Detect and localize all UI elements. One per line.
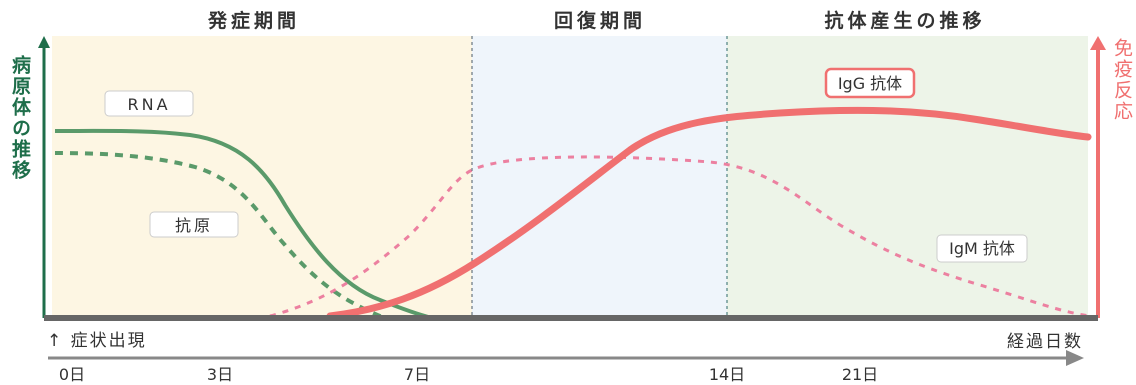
tick-day-21: 21日 <box>842 365 878 384</box>
rna-label: RNA <box>127 95 170 114</box>
tick-day-0: 0日 <box>59 365 85 384</box>
tick-day-7: 7日 <box>404 365 430 384</box>
phase-title-recovery: 回復期間 <box>554 9 646 32</box>
onset-period-background <box>52 36 472 318</box>
antigen-label-box <box>149 211 239 238</box>
time-axis-arrowhead <box>1066 350 1084 366</box>
tick-day-14: 14日 <box>709 365 745 384</box>
igm-label-box <box>936 234 1028 263</box>
right-axis-arrowhead <box>1090 36 1106 50</box>
antigen-label: 抗原 <box>175 216 213 235</box>
rna-curve <box>54 128 433 320</box>
igg-label: IgG 抗体 <box>838 74 902 93</box>
igg-curve <box>326 106 1092 320</box>
igm-label: IgM 抗体 <box>949 239 1015 258</box>
phase-title-onset: 発症期間 <box>207 9 300 32</box>
rna-label-box <box>104 90 194 117</box>
x-axis-label: 経過日数 <box>1007 332 1083 352</box>
phase-title-antibody: 抗体産生の推移 <box>824 9 985 32</box>
left-axis-label: 病原体の推移 <box>9 54 31 181</box>
igm-curve <box>269 155 1091 318</box>
symptom-onset-label: ↑ 症状出現 <box>47 331 147 351</box>
igg-label-box <box>824 67 916 99</box>
tick-day-3: 3日 <box>207 365 233 384</box>
right-axis-label: 免疫反応 <box>1111 38 1133 122</box>
